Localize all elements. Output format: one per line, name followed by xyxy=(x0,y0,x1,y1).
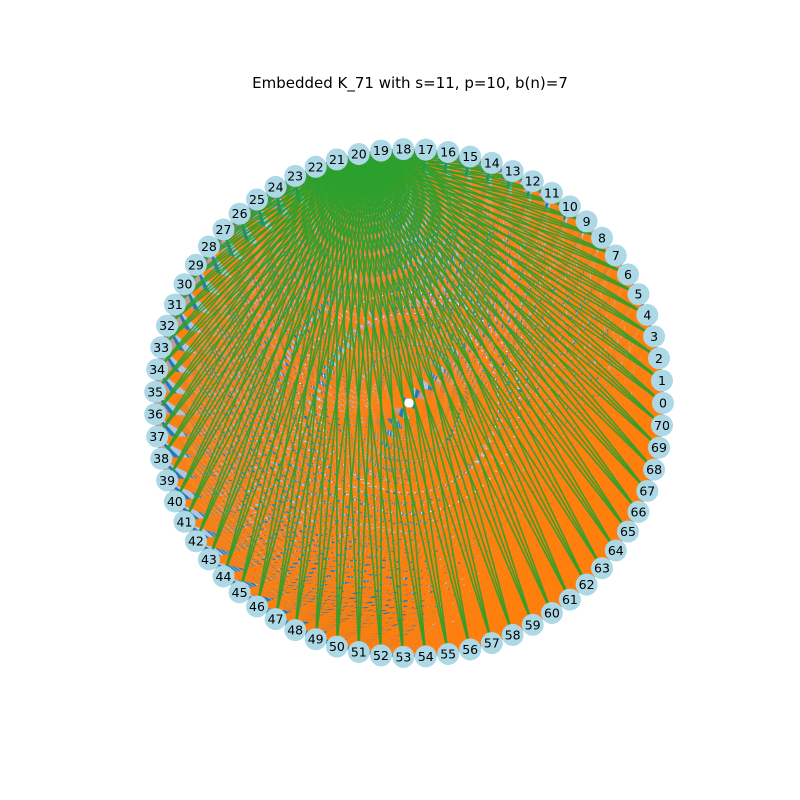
graph-edge xyxy=(402,511,639,658)
figure-title: Embedded K_71 with s=11, p=10, b(n)=7 xyxy=(252,74,568,93)
